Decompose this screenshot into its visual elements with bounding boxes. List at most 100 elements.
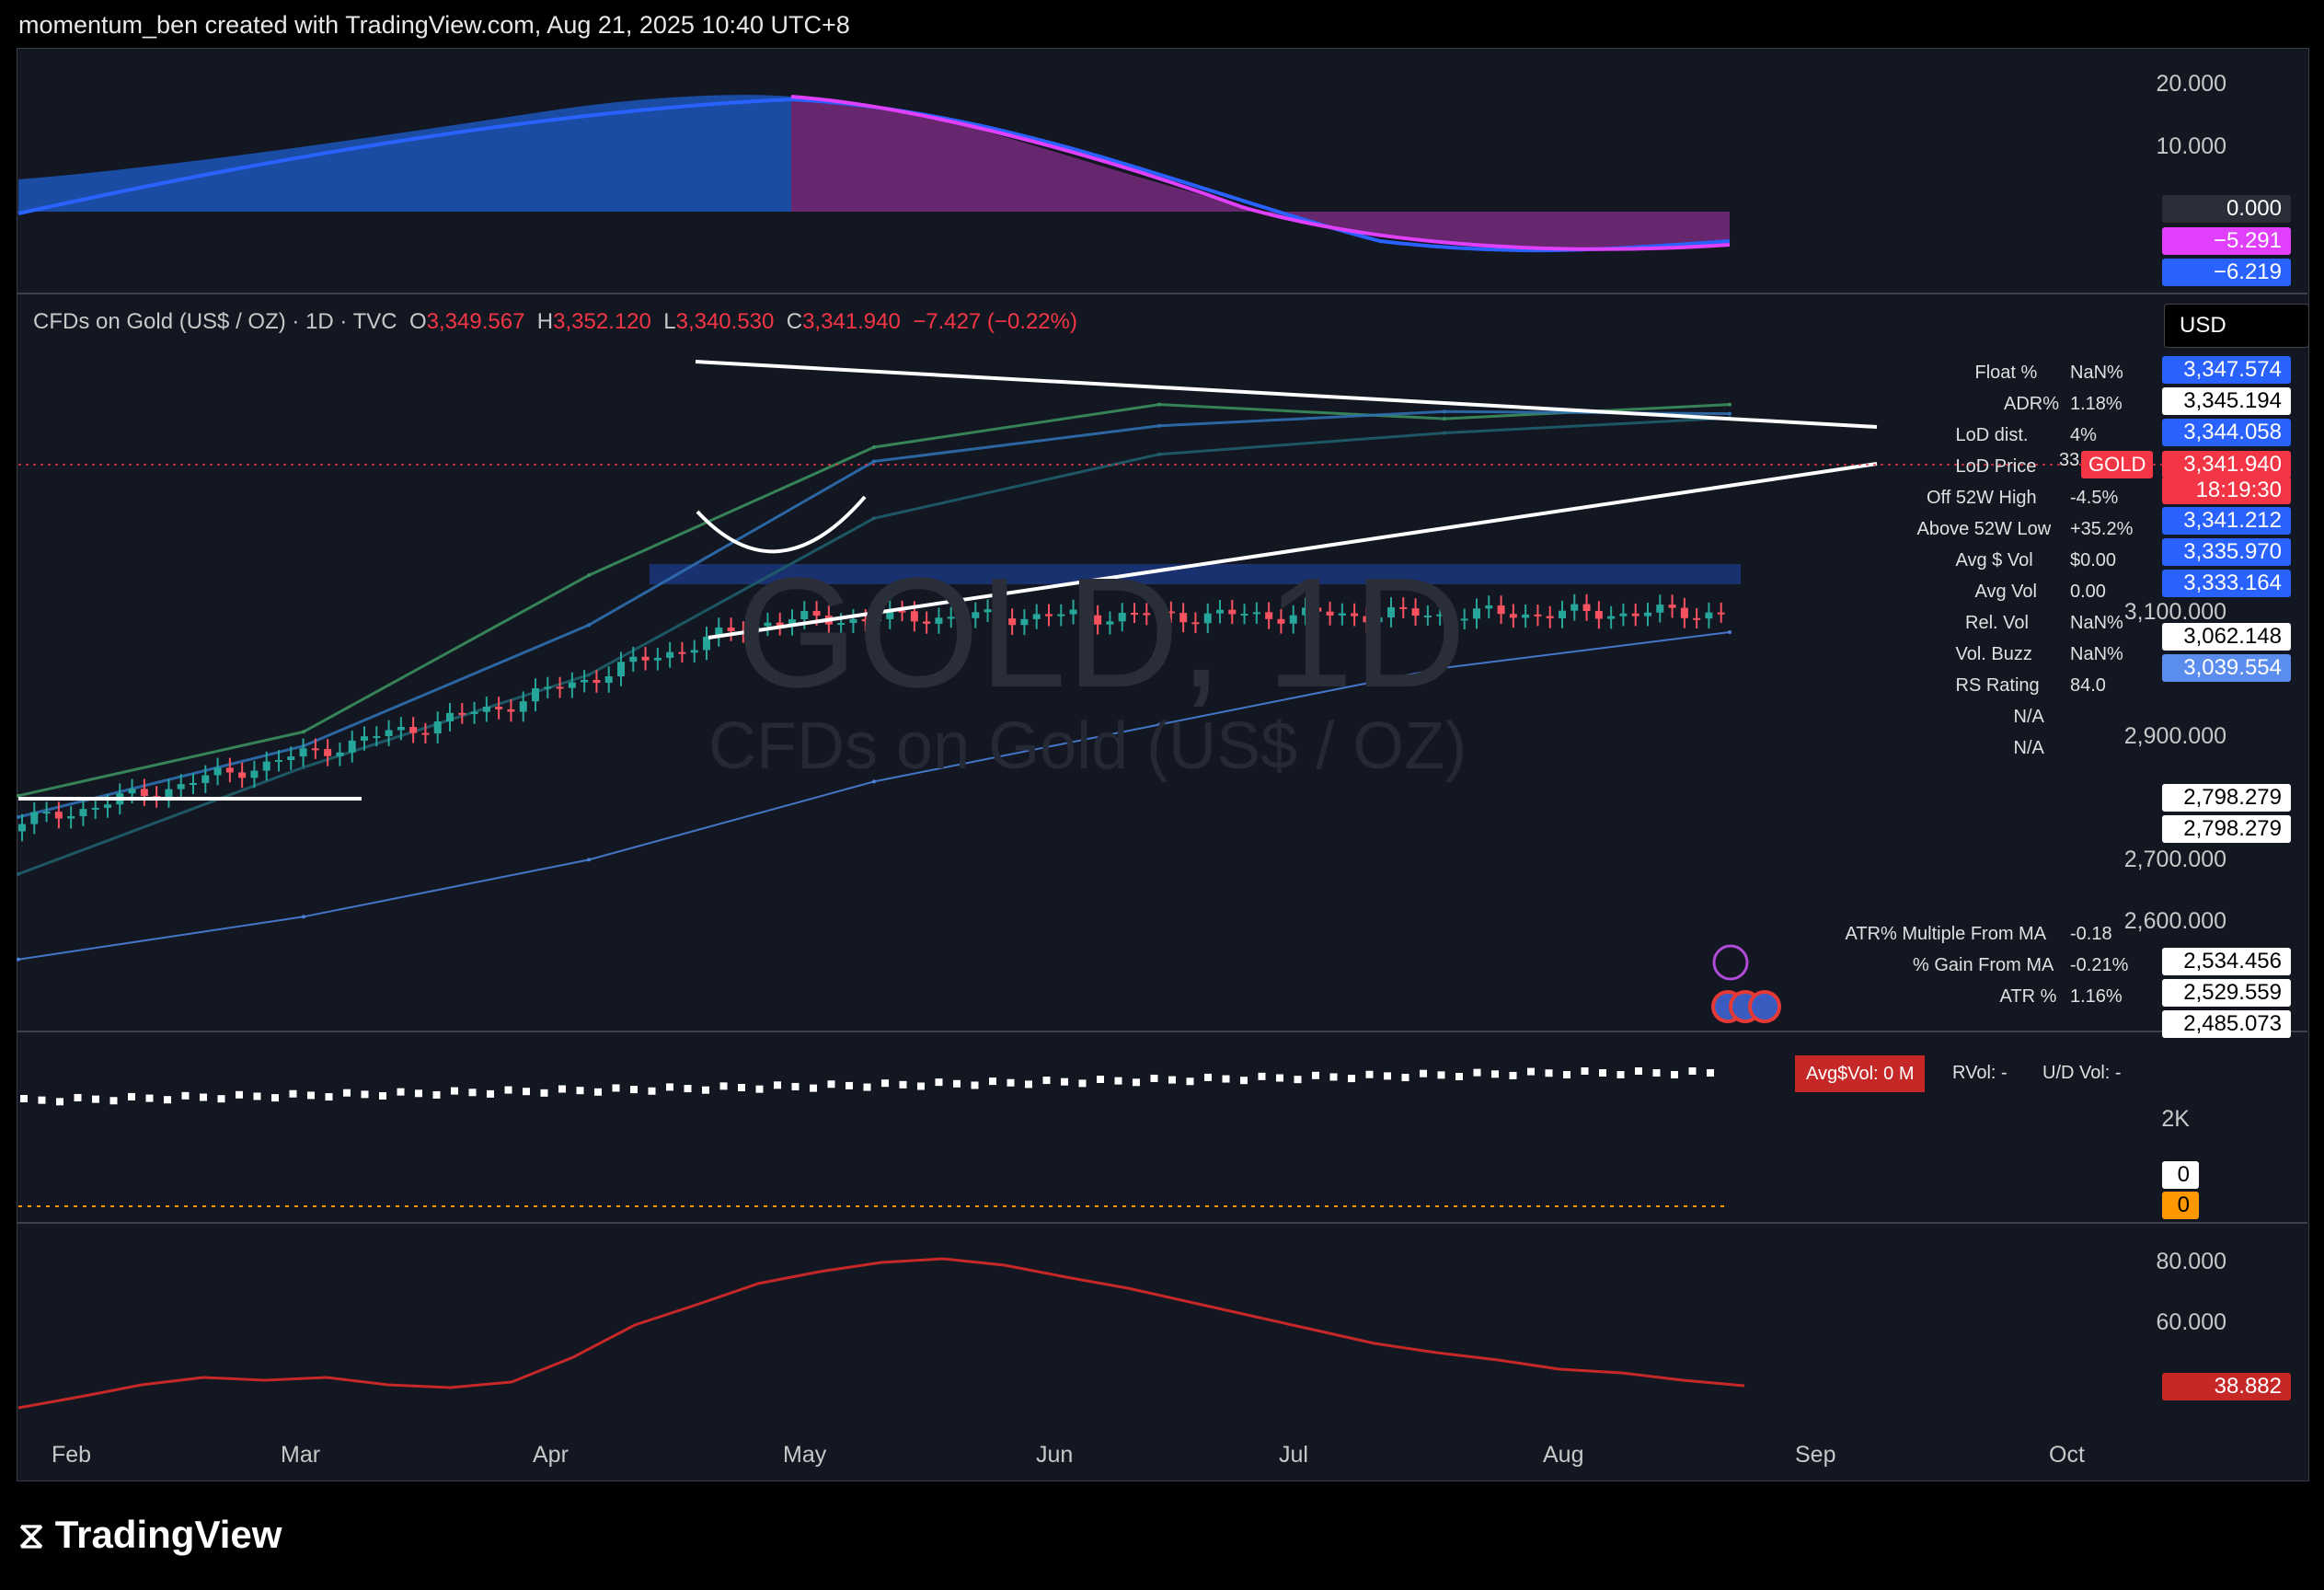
candle-body-96 [1191, 622, 1200, 625]
volume-dot-44 [810, 1084, 817, 1092]
candle-body-79 [984, 609, 992, 613]
tradingview-logo[interactable]: ⧖ TradingView [18, 1513, 282, 1557]
candle-body-78 [972, 612, 980, 618]
ma-point-3-5 [1443, 665, 1446, 670]
ma-point-2-4 [1157, 452, 1161, 456]
top-indicator-badge-1: −5.291 [2162, 227, 2291, 255]
volume-dot-69 [1258, 1072, 1266, 1080]
rs-axis-label-60: 60.000 [2156, 1309, 2226, 1335]
price-badge-0: 3,347.574 [2162, 356, 2291, 384]
candle-body-26 [336, 752, 344, 756]
pane-separator-volume[interactable] [17, 1031, 2307, 1032]
price-axis-label-2700: 2,700.000 [2123, 847, 2226, 872]
volume-dot-43 [791, 1082, 800, 1090]
volume-dot-76 [1384, 1072, 1391, 1080]
ma-point-0-5 [1443, 417, 1446, 421]
volume-dot-78 [1420, 1069, 1427, 1077]
candle-body-77 [960, 616, 967, 619]
x-axis-tick-may: May [783, 1442, 827, 1468]
ma-point-3-1 [302, 915, 305, 919]
volume-dot-73 [1329, 1073, 1338, 1081]
candle-body-68 [849, 618, 857, 624]
volume-dot-32 [594, 1088, 602, 1096]
candle-body-9 [128, 789, 136, 794]
x-axis-tick-aug: Aug [1543, 1442, 1584, 1468]
candle-body-136 [1680, 607, 1688, 618]
ma-point-1-6 [1728, 411, 1731, 416]
candle-body-44 [556, 686, 564, 689]
ma-point-3-3 [872, 779, 876, 784]
candle-body-93 [1155, 611, 1163, 616]
stats-value-5: +35.2% [2070, 519, 2134, 539]
avg-dollar-volume-label: Avg$Vol: 0 M [1795, 1055, 1926, 1092]
stats-value-7: 0.00 [2070, 582, 2106, 602]
volume-dot-58 [1061, 1077, 1068, 1086]
watermark-name: CFDs on Gold (US$ / OZ) [708, 709, 1467, 783]
candle-body-28 [361, 736, 368, 741]
symbol-legend[interactable]: CFDs on Gold (US$ / OZ) · 1D · TVC O3,34… [33, 309, 1077, 335]
candle-body-16 [213, 767, 222, 776]
candle-body-84 [1045, 614, 1053, 616]
candle-body-75 [935, 617, 943, 624]
ma-value-2: 1.16% [2070, 986, 2123, 1007]
pane-separator-rs[interactable] [17, 1222, 2307, 1224]
price-axis-label-3100: 3,100.000 [2123, 599, 2226, 625]
volume-dot-47 [863, 1083, 871, 1091]
volume-dot-81 [1473, 1068, 1481, 1077]
volume-dot-1 [38, 1096, 46, 1104]
high-value: 3,352.120 [553, 309, 651, 334]
candle-body-33 [421, 732, 430, 735]
candle-body-124 [1534, 614, 1542, 616]
volume-dot-16 [307, 1091, 315, 1100]
candle-body-109 [1351, 613, 1359, 616]
stats-label-4: Off 52W High [1927, 488, 2037, 508]
candle-body-56 [703, 636, 710, 651]
stats-label-10: RS Rating [1955, 675, 2040, 696]
candle-body-95 [1179, 613, 1188, 623]
volume-dot-24 [451, 1087, 458, 1095]
volume-dot-62 [1133, 1078, 1140, 1087]
volume-dot-42 [774, 1081, 781, 1089]
ma-point-1-2 [587, 623, 591, 628]
ma-point-3-0 [17, 957, 20, 962]
candle-body-108 [1338, 613, 1346, 616]
top-axis-label-2: 10.000 [2156, 133, 2226, 159]
candle-body-35 [446, 712, 454, 722]
volume-dot-83 [1509, 1071, 1517, 1079]
chart-frame[interactable] [17, 48, 2309, 1481]
ma-point-0-2 [587, 573, 591, 578]
candle-body-61 [764, 622, 772, 627]
volume-badge-1: 0 [2162, 1192, 2199, 1219]
candle-body-31 [397, 727, 405, 731]
pane-separator-top[interactable] [17, 293, 2307, 294]
ma-value-1: -0.21% [2070, 955, 2129, 975]
candle-body-99 [1228, 609, 1237, 615]
candle-body-128 [1582, 604, 1591, 612]
gold-symbol-tag[interactable]: GOLD [2081, 451, 2154, 478]
volume-dot-57 [1042, 1077, 1051, 1085]
rs-value-badge: 38.882 [2162, 1373, 2291, 1400]
currency-selector[interactable]: USD [2164, 304, 2309, 348]
candle-body-137 [1693, 617, 1701, 620]
candle-body-83 [1032, 614, 1041, 619]
volume-dot-25 [468, 1089, 477, 1097]
candle-body-45 [568, 682, 576, 688]
candle-body-30 [385, 730, 393, 737]
volume-dot-39 [719, 1082, 728, 1090]
price-badge-5: 3,341.212 [2162, 507, 2291, 535]
ma-label-0: ATR% Multiple From MA [1845, 924, 2047, 944]
candle-body-112 [1387, 606, 1395, 618]
candle-body-81 [1008, 618, 1017, 626]
candle-body-71 [886, 610, 894, 619]
ma-point-3-4 [1157, 722, 1161, 727]
candle-body-54 [678, 651, 686, 654]
top-line-blue [17, 97, 1731, 253]
candle-body-102 [1265, 612, 1273, 619]
volume-dot-15 [289, 1089, 297, 1098]
candle-body-69 [861, 618, 869, 622]
attribution-header: momentum_ben created with TradingView.co… [18, 11, 850, 39]
candle-body-27 [348, 740, 356, 753]
ma-point-2-2 [587, 673, 591, 677]
stats-label-0: Float % [1974, 363, 2038, 383]
